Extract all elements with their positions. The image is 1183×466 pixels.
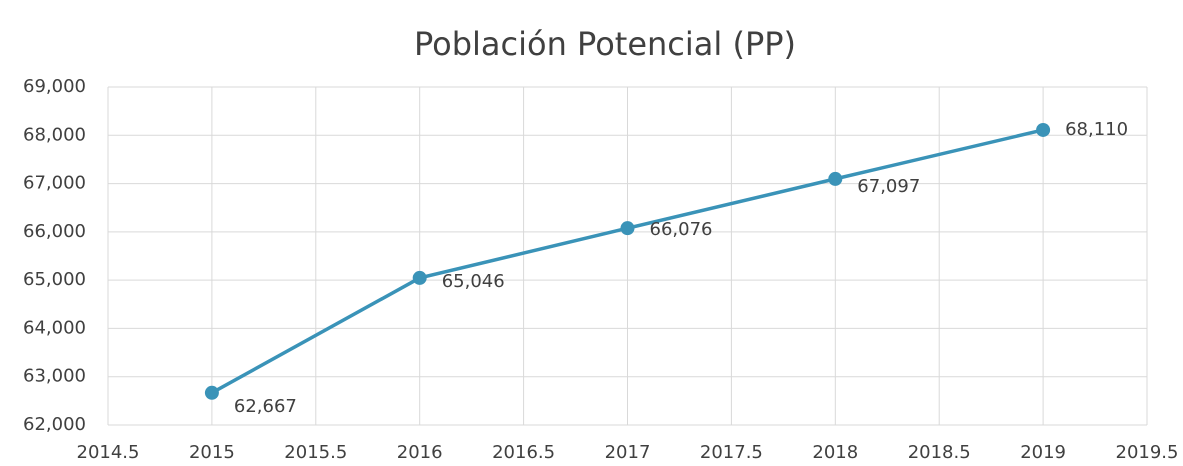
y-tick-label: 69,000: [23, 76, 86, 97]
data-label: 68,110: [1065, 119, 1128, 140]
x-tick-label: 2017: [605, 442, 651, 463]
point: [204, 385, 219, 400]
data-label: 67,097: [857, 176, 920, 197]
x-tick-label: 2014.5: [77, 442, 140, 463]
y-tick-label: 62,000: [23, 414, 86, 435]
x-tick-label: 2015: [189, 442, 235, 463]
y-tick-label: 66,000: [23, 221, 86, 242]
data-label: 66,076: [650, 219, 713, 240]
point: [1036, 122, 1051, 137]
chart-title: Población Potencial (PP): [414, 25, 796, 63]
x-tick-label: 2018.5: [908, 442, 971, 463]
y-tick-label: 65,000: [23, 269, 86, 290]
x-tick-label: 2017.5: [700, 442, 763, 463]
x-tick-label: 2016: [397, 442, 443, 463]
x-tick-label: 2018: [812, 442, 858, 463]
x-tick-label: 2015.5: [284, 442, 347, 463]
point: [620, 221, 635, 236]
y-tick-label: 67,000: [23, 173, 86, 194]
point: [412, 270, 427, 285]
data-label: 62,667: [234, 396, 297, 417]
y-tick-label: 63,000: [23, 366, 86, 387]
x-tick-label: 2019.5: [1116, 442, 1179, 463]
x-tick-label: 2016.5: [492, 442, 555, 463]
y-tick-label: 68,000: [23, 124, 86, 145]
y-tick-label: 64,000: [23, 317, 86, 338]
x-tick-label: 2019: [1020, 442, 1066, 463]
point: [828, 171, 843, 186]
data-label: 65,046: [442, 271, 505, 292]
